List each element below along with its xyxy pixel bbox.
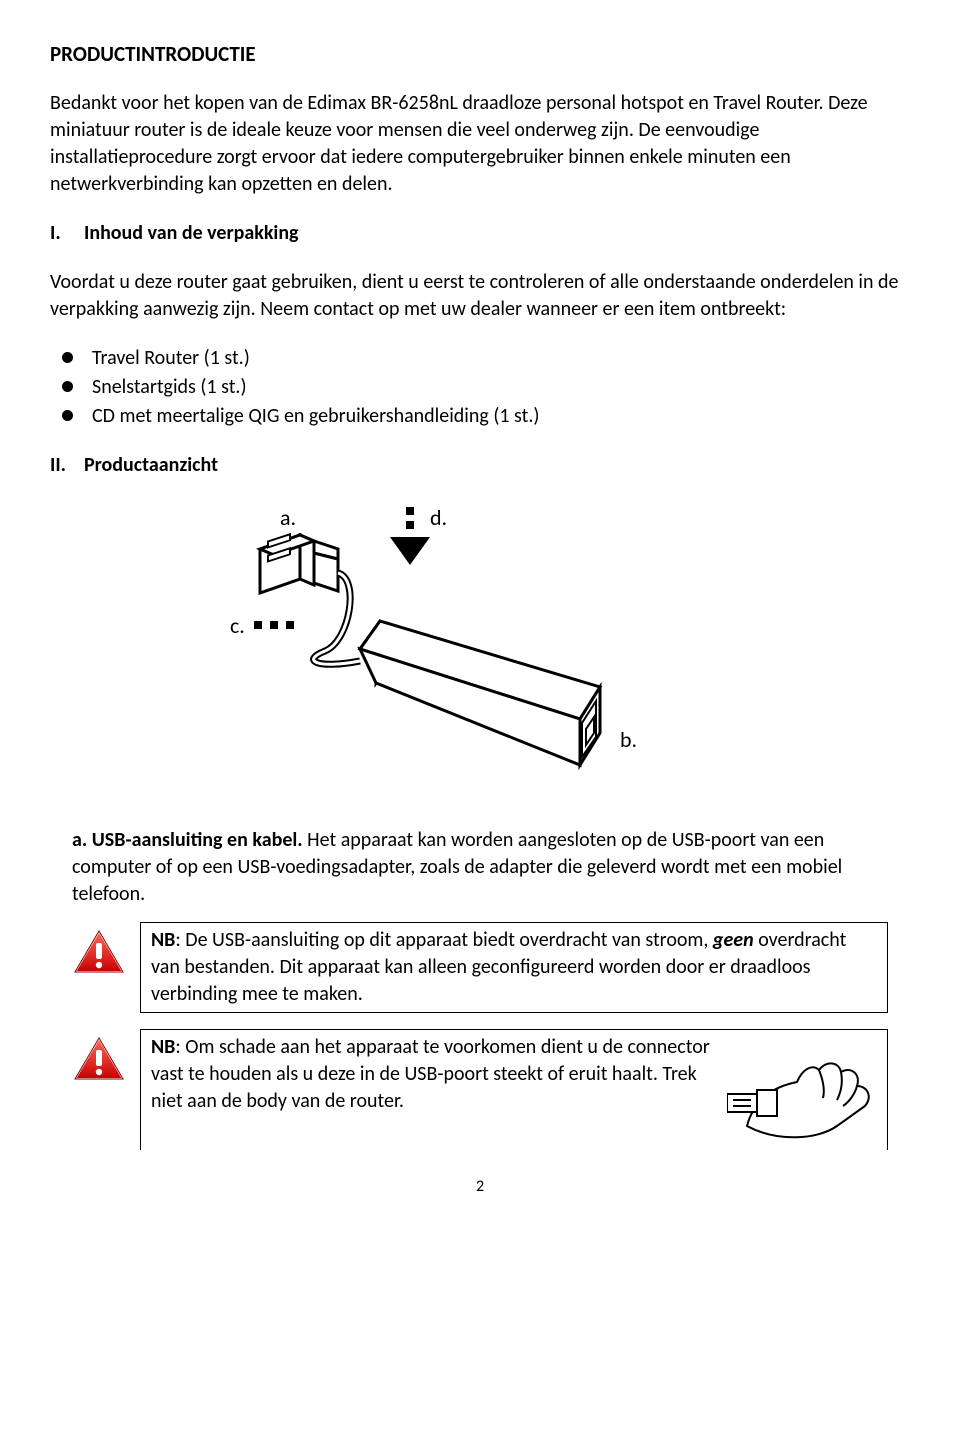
page-title: PRODUCTINTRODUCTIE — [50, 40, 910, 68]
list-item: Travel Router (1 st.) — [50, 345, 910, 372]
product-diagram: a. d. c. — [220, 501, 910, 809]
warning-icon — [72, 928, 126, 978]
section-i-body: Voordat u deze router gaat gebruiken, di… — [50, 269, 910, 323]
note-box-2: NB: Om schade aan het apparaat te voorko… — [140, 1029, 888, 1150]
note1-nb: NB — [151, 928, 175, 952]
note1-em: geen — [713, 928, 754, 952]
section-ii-title: Productaanzicht — [84, 453, 218, 477]
hand-holding-connector-icon — [727, 1036, 877, 1146]
package-contents-list: Travel Router (1 st.) Snelstartgids (1 s… — [50, 345, 910, 430]
section-i-heading: I.Inhoud van de verpakking — [50, 220, 910, 247]
note1-part1: : De USB-aansluiting op dit apparaat bie… — [175, 928, 713, 952]
section-i-title: Inhoud van de verpakking — [84, 221, 299, 245]
list-item: CD met meertalige QIG en gebruikershandl… — [50, 403, 910, 430]
diagram-label-c: c. — [230, 612, 245, 639]
diagram-label-a: a. — [280, 504, 296, 531]
section-ii-num: II. — [50, 452, 84, 479]
section-ii-heading: II.Productaanzicht — [50, 452, 910, 479]
diagram-label-d: d. — [430, 504, 447, 531]
usb-connector-icon — [260, 535, 338, 594]
note-box-1: NB: De USB-aansluiting op dit apparaat b… — [140, 922, 888, 1013]
warning-icon — [72, 1035, 126, 1085]
list-item: Snelstartgids (1 st.) — [50, 374, 910, 401]
diagram-label-b: b. — [620, 726, 637, 753]
note2-text: : Om schade aan het apparaat te voorkome… — [151, 1035, 710, 1113]
desc-a-lead: a. USB-aansluiting en kabel. — [72, 828, 303, 852]
description-a: a. USB-aansluiting en kabel. Het apparaa… — [72, 827, 888, 908]
page-number: 2 — [50, 1176, 910, 1198]
section-i-num: I. — [50, 220, 84, 247]
note2-nb: NB — [151, 1035, 175, 1059]
intro-paragraph: Bedankt voor het kopen van de Edimax BR-… — [50, 90, 910, 198]
router-body-icon — [360, 621, 600, 765]
